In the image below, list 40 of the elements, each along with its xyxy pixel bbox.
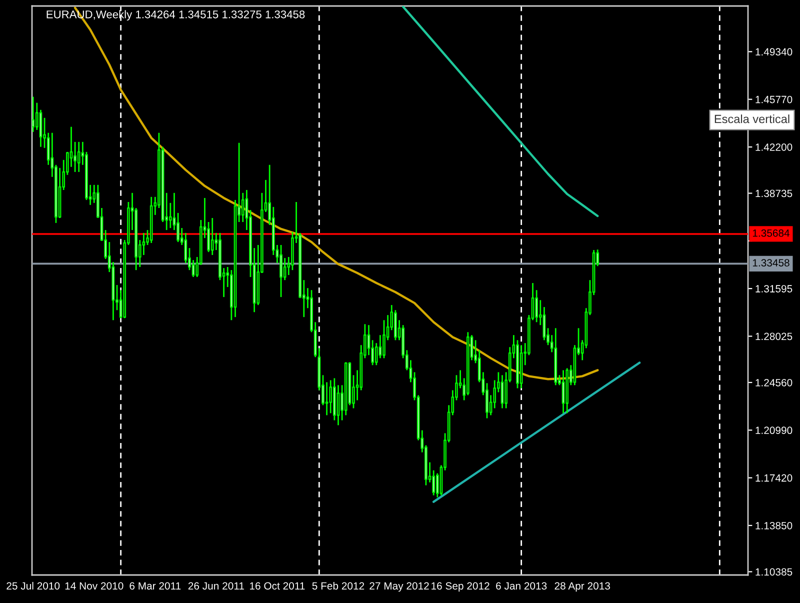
y-tick-label: 1.20990 [756, 426, 792, 434]
candlestick [32, 96, 35, 133]
y-tick-label: 1.28025 [756, 332, 792, 340]
candlestick [562, 370, 565, 414]
x-tick-label: 14 Nov 2010 [65, 582, 124, 590]
x-tick-label: 25 Jul 2010 [6, 582, 60, 590]
x-tick-label: 16 Sep 2012 [432, 582, 490, 592]
y-tick-label: 1.42200 [756, 143, 792, 151]
candlestick [142, 232, 146, 256]
x-tick-label: 27 May 2012 [370, 582, 429, 592]
candlestick [77, 141, 80, 173]
annotation: Escala vertical [714, 114, 790, 124]
candlestick [184, 232, 188, 264]
line-series [402, 6, 599, 218]
candlestick [192, 259, 195, 278]
ref-line-label: 1.33458 [752, 259, 790, 266]
candlestick [280, 244, 282, 298]
y-tick-label: 1.49340 [756, 48, 792, 56]
candlestick [535, 289, 538, 323]
candlestick [210, 217, 214, 256]
candlestick [329, 380, 332, 414]
x-tick-label: 6 Mar 2011 [130, 582, 181, 590]
x-tick-label: 16 Oct 2011 [250, 582, 305, 590]
x-tick-label: 28 Apr 2013 [554, 582, 610, 592]
x-tick-label: 6 Jan 2013 [496, 582, 547, 590]
y-tick-label: 1.13850 [756, 522, 792, 530]
y-tick-label: 1.31595 [756, 285, 792, 292]
y-tick-label: 1.10385 [756, 568, 792, 576]
y-tick-label: 1.38735 [756, 190, 792, 198]
candlestick [283, 257, 286, 281]
y-tick-label: 1.17420 [756, 474, 792, 482]
y-tick-label: 1.24560 [756, 378, 792, 386]
candlestick [325, 382, 328, 416]
y-tick-label: 1.45770 [756, 96, 792, 104]
ref-line-label: 1.35684 [752, 229, 790, 237]
candlestick [500, 374, 504, 409]
x-tick-label: 5 Feb 2012 [312, 582, 364, 590]
candlestick [378, 334, 382, 359]
candlestick [382, 319, 386, 359]
x-tick-label: 26 Jun 2011 [188, 582, 244, 590]
